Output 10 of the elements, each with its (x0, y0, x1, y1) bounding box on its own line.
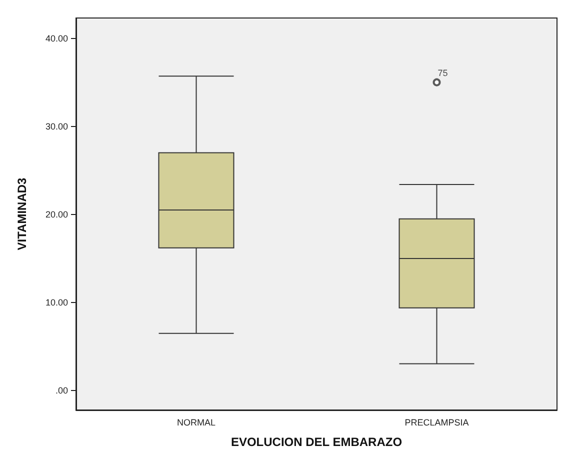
y-tick-label: 10.00 (45, 298, 68, 308)
y-tick-label: 20.00 (45, 209, 68, 220)
y-tick-label: .00 (55, 386, 68, 396)
x-tick-label: PRECLAMPSIA (404, 418, 469, 428)
y-tick-label: 30.00 (45, 121, 68, 132)
y-axis-title: VITAMINAD3 (15, 177, 29, 250)
x-axis-title: EVOLUCION DEL EMBARAZO (230, 435, 402, 449)
y-tick-label: 40.00 (45, 33, 68, 44)
annotation: 75 (438, 68, 448, 78)
x-tick-label: NORMAL (176, 418, 216, 428)
